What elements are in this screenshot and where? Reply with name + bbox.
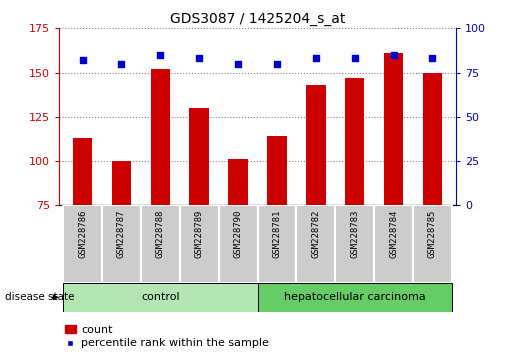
Bar [335,205,374,283]
Text: GSM228781: GSM228781 [272,209,281,258]
Bar [63,283,258,312]
Bar [150,69,170,205]
Title: GDS3087 / 1425204_s_at: GDS3087 / 1425204_s_at [170,12,345,26]
Text: GSM228785: GSM228785 [428,209,437,258]
Bar [267,136,287,205]
Bar [384,53,403,205]
Text: disease state: disease state [5,292,75,302]
Point [117,61,126,67]
Bar [141,205,180,283]
Point [351,56,359,61]
Text: hepatocellular carcinoma: hepatocellular carcinoma [284,292,425,302]
Bar [258,283,452,312]
Bar [258,205,296,283]
Text: GSM228789: GSM228789 [195,209,204,258]
Bar [374,205,413,283]
Bar [423,73,442,205]
Point [234,61,242,67]
Point [273,61,281,67]
Legend: count, percentile rank within the sample: count, percentile rank within the sample [65,325,269,348]
Text: GSM228784: GSM228784 [389,209,398,258]
Text: GSM228783: GSM228783 [350,209,359,258]
Bar [413,205,452,283]
Bar [73,138,92,205]
Text: control: control [141,292,180,302]
Text: GSM228788: GSM228788 [156,209,165,258]
Bar [180,205,219,283]
Point [312,56,320,61]
Point [389,52,398,58]
Point [78,57,87,63]
Bar [102,205,141,283]
Point [156,52,164,58]
Bar [228,159,248,205]
Bar [190,108,209,205]
Bar [219,205,258,283]
Bar [306,85,325,205]
Point [428,56,437,61]
Bar [112,161,131,205]
Bar [63,205,102,283]
Text: GSM228790: GSM228790 [234,209,243,258]
Text: GSM228787: GSM228787 [117,209,126,258]
Text: GSM228782: GSM228782 [311,209,320,258]
Bar [345,78,365,205]
Text: GSM228786: GSM228786 [78,209,87,258]
Point [195,56,203,61]
Bar [296,205,335,283]
